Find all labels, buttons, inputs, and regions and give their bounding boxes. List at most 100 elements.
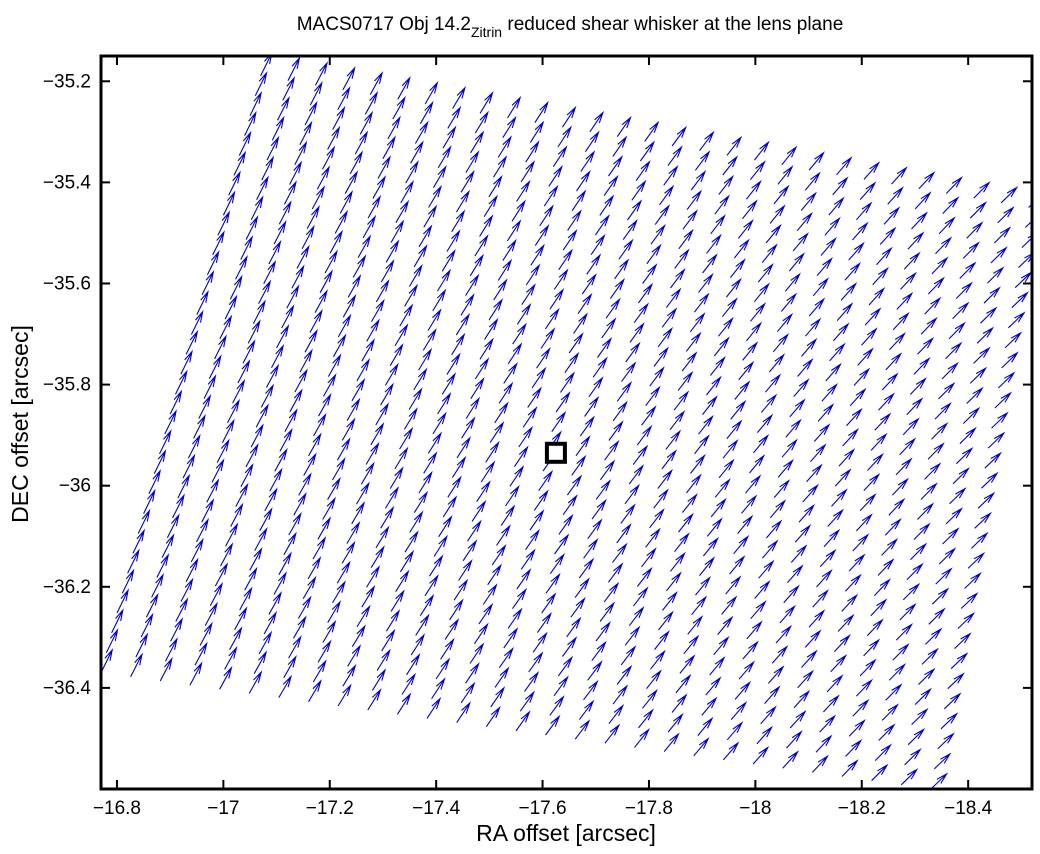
shear-whisker [395,569,410,592]
shear-whisker [418,347,433,371]
shear-whisker [853,367,871,386]
shear-whisker [841,759,859,777]
shear-whisker [945,507,964,525]
shear-whisker [446,352,461,375]
shear-whisker [196,517,209,543]
x-tick-label: −17.8 [625,798,673,819]
shear-whisker [235,254,248,280]
shear-whisker [642,688,658,709]
shear-whisker [392,95,406,120]
shear-whisker [612,135,628,157]
shear-whisker [1024,216,1032,228]
shear-whisker [329,229,343,254]
shear-whisker [404,283,418,307]
shear-whisker [698,414,714,435]
shear-whisker [240,235,254,260]
shear-whisker [566,474,583,496]
shear-whisker [1011,291,1029,309]
shear-whisker [903,251,921,270]
shear-whisker [127,548,140,574]
shear-whisker [336,560,351,584]
y-tick-label: −35.8 [43,375,91,396]
shear-whisker [228,170,241,196]
shear-whisker [909,377,927,395]
y-tick-label: −36 [59,476,91,497]
shear-whisker [366,565,381,588]
shear-whisker [276,324,290,349]
shear-whisker [384,362,399,386]
shear-whisker [442,125,457,149]
shear-whisker [558,513,574,535]
shear-whisker [214,562,229,587]
shear-whisker [994,391,1013,409]
shear-whisker [674,248,690,269]
shear-whisker [478,602,494,625]
shear-whisker [259,507,273,531]
shear-whisker [461,416,476,439]
shear-whisker [654,204,671,225]
shear-whisker [911,211,928,230]
shear-whisker [753,140,770,161]
shear-whisker [198,394,212,419]
shear-whisker [942,527,960,545]
shear-whisker [278,674,293,698]
shear-whisker [187,433,201,459]
shear-whisker [687,615,704,635]
shear-whisker [695,576,712,596]
shear-whisker [545,572,561,594]
shear-whisker [314,289,328,313]
x-tick-label: −17.2 [306,798,354,819]
shear-whisker [249,546,263,571]
shear-whisker [612,684,629,705]
shear-whisker [914,191,932,210]
y-tick-label: −35.2 [43,71,91,92]
shear-whisker [632,444,649,465]
shear-whisker [721,297,738,318]
shear-whisker [291,264,305,289]
shear-whisker [323,373,337,397]
shear-whisker [737,514,754,534]
shear-whisker [646,243,662,265]
shear-whisker [639,140,656,162]
shear-whisker [746,321,763,342]
shear-whisker [534,100,549,123]
shear-whisker [473,622,489,645]
shear-whisker [562,494,578,516]
shear-whisker [235,482,249,507]
shear-whisker [370,422,385,446]
shear-whisker [502,238,517,261]
shear-whisker [686,473,702,494]
shear-whisker [671,693,688,713]
shear-whisker [263,610,278,635]
shear-whisker [287,56,301,81]
shear-whisker [902,417,920,436]
shear-whisker [549,695,565,716]
shear-whisker [790,544,808,563]
shear-whisker [432,288,447,312]
shear-whisker [947,672,965,690]
shear-whisker [217,210,231,236]
shear-whisker [644,120,660,142]
shear-whisker [870,598,888,617]
shear-whisker [423,204,438,228]
shear-whisker [484,317,499,340]
shear-whisker [390,219,405,243]
shear-whisker [878,392,895,411]
shear-whisker [242,339,256,364]
shear-whisker [840,282,858,301]
shear-whisker [216,438,230,463]
shear-whisker [390,589,405,612]
shear-whisker [745,474,762,494]
shear-whisker [196,289,209,315]
shear-whisker [669,409,686,431]
shear-whisker [282,76,296,101]
shear-whisker [399,549,415,573]
shear-whisker [302,575,317,599]
x-tick-label: −18 [739,798,771,819]
shear-whisker [785,418,802,438]
shear-whisker [980,306,998,324]
shear-whisker [782,750,800,769]
shear-whisker [529,120,545,143]
shear-whisker [861,327,878,346]
shear-whisker [380,505,395,529]
